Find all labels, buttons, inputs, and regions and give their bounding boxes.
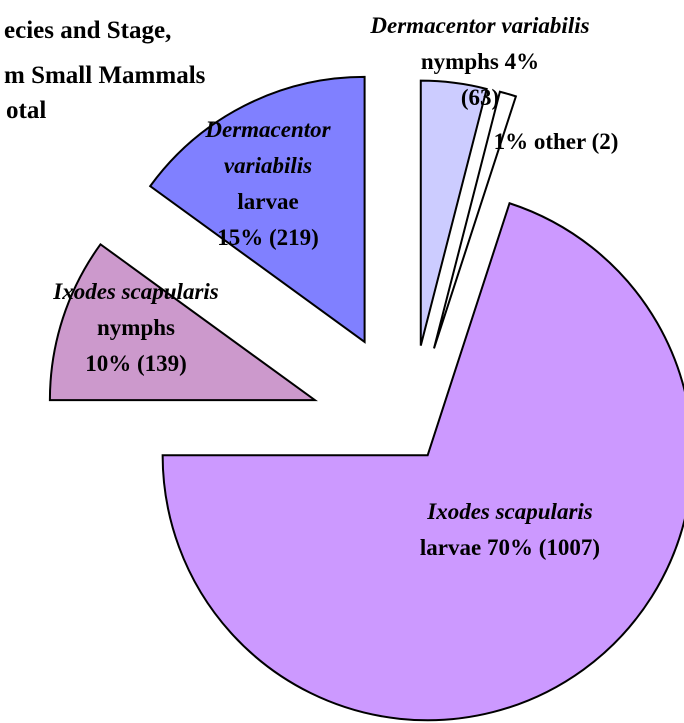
- slice-label: Ixodes scapularis larvae 70% (1007): [360, 494, 660, 566]
- slice-label: 1% other (2): [456, 124, 656, 160]
- stage-label: nymphs: [97, 315, 175, 340]
- slice-label: Ixodes scapularis nymphs 10% (139): [6, 274, 266, 382]
- slice-label: Dermacentor variabilis nymphs 4% (63): [320, 8, 640, 116]
- species-label: Dermacentor variabilis: [370, 13, 590, 38]
- label-line: nymphs: [6, 310, 266, 346]
- count-label: (1007): [538, 535, 601, 560]
- pie-slice: [148, 75, 366, 344]
- label-line: Ixodes scapularis: [6, 274, 266, 310]
- pie-slice: [433, 90, 518, 349]
- pie-slice: [419, 79, 488, 346]
- value-label: 15%: [217, 225, 264, 250]
- count-label: (219): [268, 225, 319, 250]
- chart-title: m Small Mammals: [4, 62, 206, 89]
- value-label: 4%: [504, 49, 540, 74]
- label-line: Ixodes scapularis: [360, 494, 660, 530]
- label-line: 10% (139): [6, 346, 266, 382]
- slice-label: Dermacentor variabilis larvae 15% (219): [183, 112, 353, 256]
- value-label: 10%: [85, 351, 132, 376]
- stage-label: larvae: [419, 535, 482, 560]
- species-label: Ixodes scapularis: [53, 279, 219, 304]
- count-label: (63): [460, 85, 500, 110]
- chart-title: ecies and Stage,: [4, 17, 172, 44]
- species-label: Dermacentor variabilis: [205, 117, 331, 178]
- species-label: Ixodes scapularis: [427, 499, 593, 524]
- label-line: Dermacentor variabilis: [183, 112, 353, 184]
- label-line: 1% other (2): [456, 124, 656, 160]
- value-label: 1%: [493, 129, 529, 154]
- stage-label: other: [533, 129, 586, 154]
- label-line: larvae: [183, 184, 353, 220]
- pie-slice: [161, 201, 684, 722]
- label-line: nymphs 4%: [320, 44, 640, 80]
- label-line: Dermacentor variabilis: [320, 8, 640, 44]
- chart-title: otal: [6, 97, 47, 124]
- value-label: 70%: [486, 535, 533, 560]
- label-line: larvae 70% (1007): [360, 530, 660, 566]
- label-line: (63): [320, 80, 640, 116]
- count-label: (2): [591, 129, 619, 154]
- label-line: 15% (219): [183, 220, 353, 256]
- stage-label: larvae: [237, 189, 299, 214]
- pie-slice: [48, 242, 318, 402]
- count-label: (139): [136, 351, 187, 376]
- stage-label: nymphs: [420, 49, 499, 74]
